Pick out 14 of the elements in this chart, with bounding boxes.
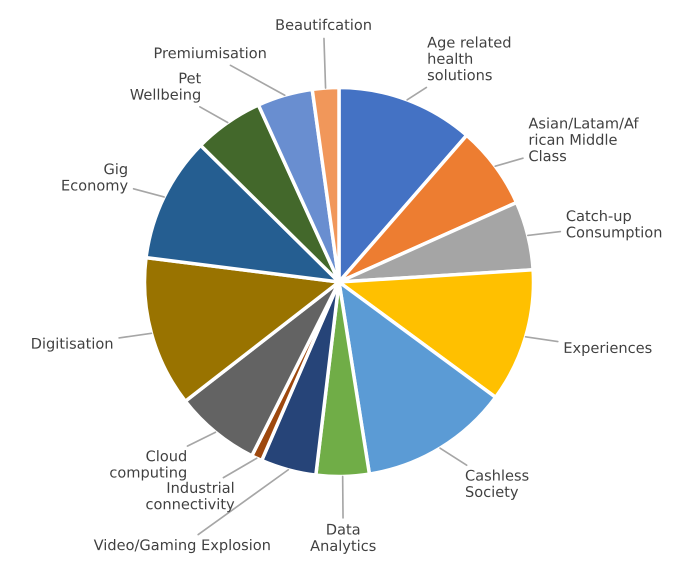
slice-label: Video/Gaming Explosion xyxy=(94,539,270,554)
slice-label: Premiumisation xyxy=(154,47,266,58)
slice-label: Age related health solutions xyxy=(427,36,510,80)
slice-label: Digitisation xyxy=(32,338,112,352)
slice-label: Cashless Society xyxy=(466,469,528,500)
slice-label: Pet Wellbeing xyxy=(130,72,201,103)
slice-label: Data Analytics xyxy=(310,524,376,554)
slice-label: Industrial connectivity xyxy=(146,482,234,512)
slice-label: Gig Economy xyxy=(62,163,128,194)
slice-label: Experiences xyxy=(564,342,652,356)
slice-label: Beautifcation xyxy=(276,18,371,30)
slice-label: Catch-up Consumption xyxy=(566,210,662,240)
slice-label: Cloud computing xyxy=(110,450,186,481)
slice-label: Asian/Latam/Af rican Middle Class xyxy=(528,117,639,162)
